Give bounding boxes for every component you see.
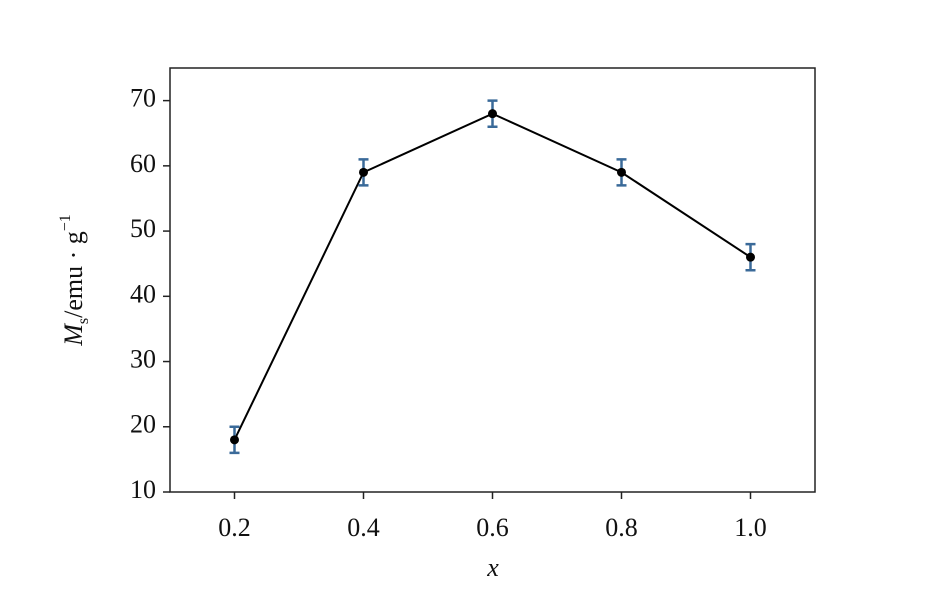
y-tick-label: 60 [130,149,156,178]
y-axis-label: Ms/emu · g−1 [57,214,92,347]
plot-frame [169,67,816,493]
data-point [488,109,497,119]
y-tick-label: 70 [130,84,156,113]
y-tick-label: 30 [130,345,156,374]
y-tick-label: 50 [130,214,156,243]
data-point [746,252,755,262]
data-point [617,167,626,177]
y-label-symbol: M [59,323,88,347]
y-label-sub: s [75,318,92,324]
x-tick-label: 0.2 [218,513,251,542]
y-tick-label: 10 [130,475,156,504]
data-point [230,435,239,445]
y-label-sup: −1 [57,214,74,231]
data-point [359,167,368,177]
x-axis-label: x [486,553,499,582]
x-tick-label: 0.8 [605,513,638,542]
y-tick-label: 40 [130,279,156,308]
y-label-unit: /emu · g [59,231,88,318]
data-line [233,112,752,441]
x-tick-label: 1.0 [734,513,767,542]
x-tick-label: 0.6 [476,513,509,542]
y-tick-label: 20 [130,410,156,439]
x-tick-label: 0.4 [347,513,380,542]
